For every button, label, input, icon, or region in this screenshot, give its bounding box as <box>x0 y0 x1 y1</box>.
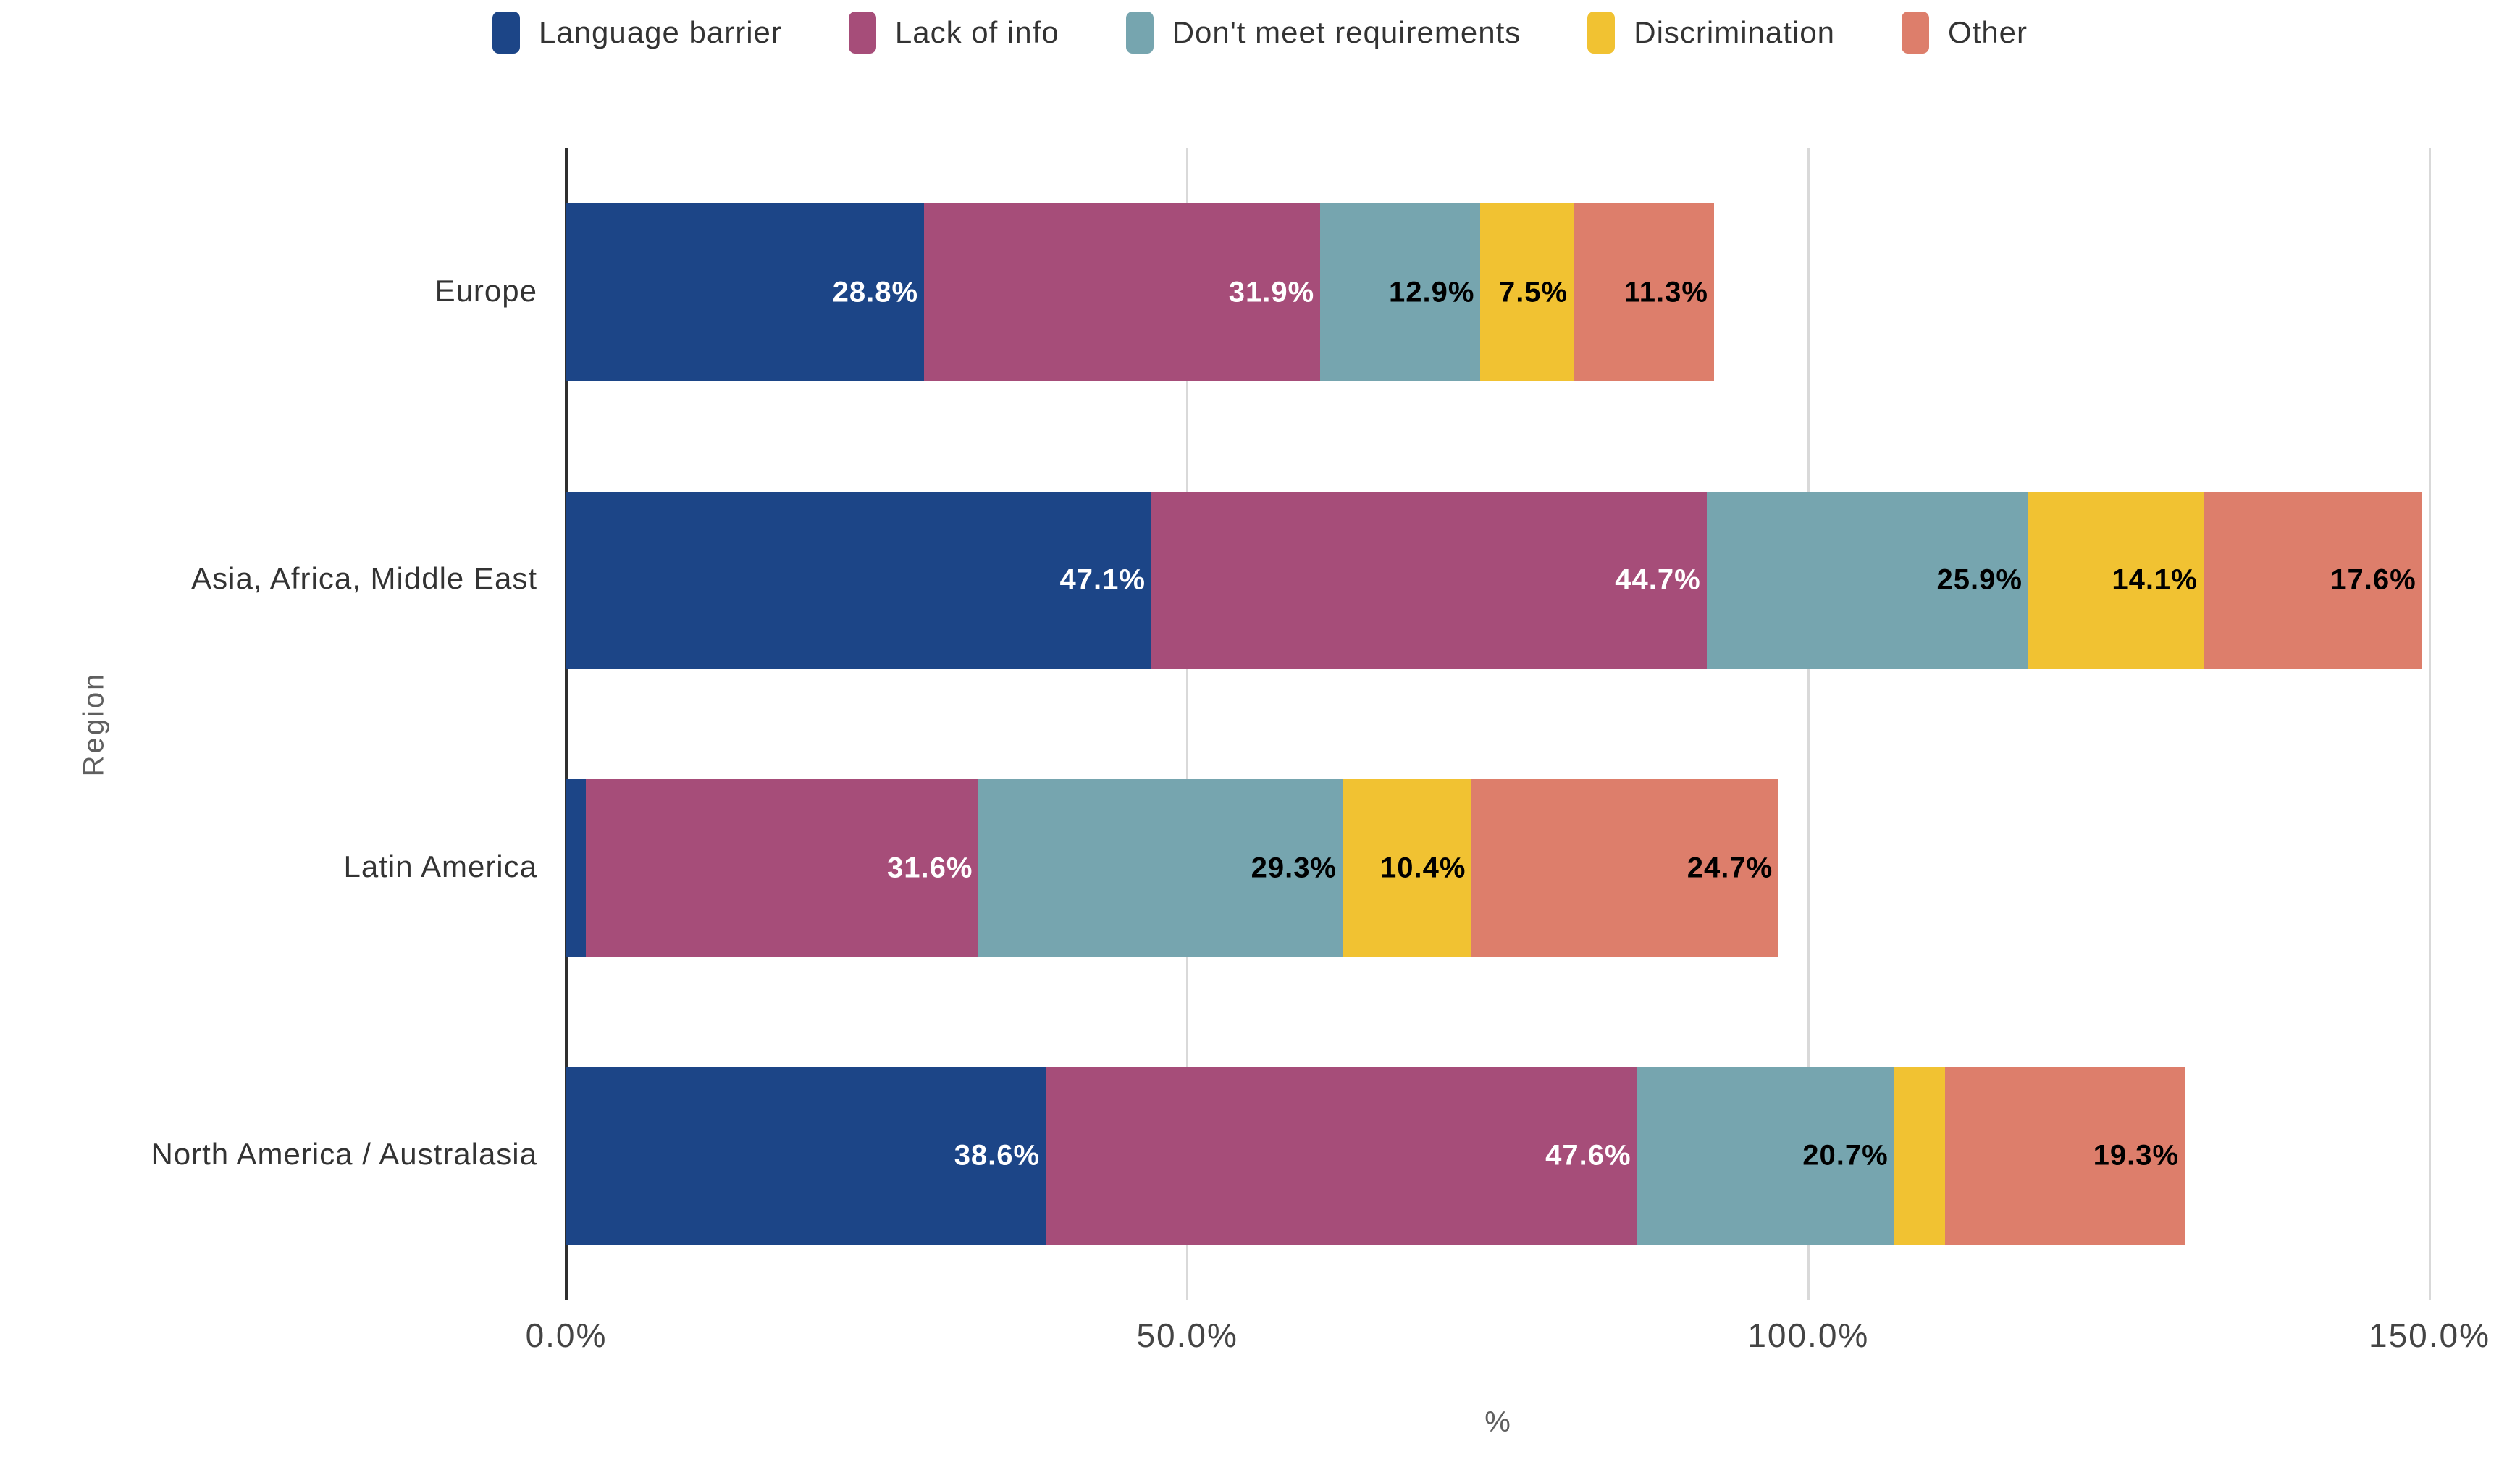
category-label: Europe <box>434 273 537 308</box>
gridline-50 <box>1186 148 1189 1300</box>
bar-segment[interactable] <box>1894 1067 1946 1245</box>
legend-label: Lack of info <box>894 15 1059 49</box>
plot-area: 28.8% 31.9% 12.9% 7.5% 11.3% 47.1% 44.7% 25.9% 1… <box>565 148 2431 1300</box>
segment-value-label: 29.3% <box>1251 852 1337 884</box>
bar-segment[interactable]: 38.6% <box>566 1067 1046 1245</box>
bar-row: 47.1% 44.7% 25.9% 14.1% 17.6% <box>566 491 2429 669</box>
bar-segment[interactable]: 24.7% <box>1471 779 1779 957</box>
bar-segment[interactable]: 25.9% <box>1706 491 2028 669</box>
segment-value-label: 25.9% <box>1936 563 2023 596</box>
bar-segment[interactable]: 28.8% <box>566 203 925 382</box>
x-axis-title: % <box>1484 1406 1511 1438</box>
bar-segment[interactable]: 14.1% <box>2028 491 2204 669</box>
bar-segment[interactable]: 7.5% <box>1480 203 1574 382</box>
segment-value-label: 44.7% <box>1615 563 1701 596</box>
segment-value-label: 11.3% <box>1624 276 1708 308</box>
y-axis-title: Region <box>77 671 110 777</box>
legend-label: Language barrier <box>538 15 782 49</box>
segment-value-label: 38.6% <box>954 1139 1041 1172</box>
legend-swatch-icon <box>848 12 876 54</box>
legend-swatch-icon <box>1587 12 1616 54</box>
bar-segment[interactable]: 19.3% <box>1945 1067 2185 1245</box>
segment-value-label: 12.9% <box>1389 276 1475 308</box>
bar-segment[interactable]: 44.7% <box>1151 491 1707 669</box>
segment-value-label: 28.8% <box>832 276 919 308</box>
segment-value-label: 17.6% <box>2330 563 2416 596</box>
bar-segment[interactable]: 31.6% <box>586 779 979 957</box>
legend-label: Other <box>1947 15 2028 49</box>
legend-item-3: Discrimination <box>1587 12 1835 54</box>
segment-value-label: 20.7% <box>1802 1139 1889 1172</box>
bar-segment[interactable]: 17.6% <box>2203 491 2422 669</box>
segment-value-label: 10.4% <box>1380 852 1466 884</box>
gridline-100 <box>1807 148 1810 1300</box>
bar-segment[interactable]: 47.1% <box>566 491 1151 669</box>
x-tick-label: 150.0% <box>2368 1316 2490 1354</box>
segment-value-label: 31.9% <box>1228 276 1315 308</box>
y-axis-baseline <box>565 148 568 1300</box>
legend-swatch-icon <box>1901 12 1929 54</box>
legend-swatch-icon <box>1125 12 1154 54</box>
segment-value-label: 19.3% <box>2093 1139 2180 1172</box>
segment-value-label: 7.5% <box>1498 276 1568 308</box>
legend-item-0: Language barrier <box>492 12 782 54</box>
segment-value-label: 24.7% <box>1687 852 1773 884</box>
bar-segment[interactable]: 29.3% <box>978 779 1343 957</box>
bar-segment[interactable]: 20.7% <box>1637 1067 1894 1245</box>
bar-segment[interactable]: 11.3% <box>1574 203 1714 382</box>
bar-segment[interactable]: 12.9% <box>1320 203 1481 382</box>
category-label: Asia, Africa, Middle East <box>191 561 537 596</box>
legend-item-4: Other <box>1901 12 2028 54</box>
legend-swatch-icon <box>492 12 520 54</box>
x-tick-label: 50.0% <box>1136 1316 1238 1354</box>
bar-segment[interactable]: 10.4% <box>1343 779 1472 957</box>
segment-value-label: 31.6% <box>887 852 973 884</box>
legend-item-1: Lack of info <box>848 12 1059 54</box>
segment-value-label: 14.1% <box>2112 563 2198 596</box>
segment-value-label: 47.1% <box>1059 563 1146 596</box>
bar-segment[interactable]: 47.6% <box>1046 1067 1637 1245</box>
legend-item-2: Don't meet requirements <box>1125 12 1521 54</box>
legend-label: Don't meet requirements <box>1172 15 1521 49</box>
bar-row: 1.6%31.6%29.3%10.4%24.7% <box>566 779 2429 957</box>
legend-label: Discrimination <box>1634 15 1835 49</box>
segment-value-label: 47.6% <box>1545 1139 1631 1172</box>
gridline-150 <box>2428 148 2431 1300</box>
bar-segment[interactable]: 31.9% <box>924 203 1321 382</box>
bar-row: 38.6%47.6%20.7%4.1%19.3% <box>566 1067 2429 1245</box>
category-label: North America / Australasia <box>151 1137 537 1172</box>
chart-legend: Language barrier Lack of info Don't meet r… <box>0 12 2520 54</box>
x-tick-label: 0.0% <box>525 1316 608 1354</box>
bar-row: 28.8% 31.9% 12.9% 7.5% 11.3% <box>566 203 2429 382</box>
x-tick-label: 100.0% <box>1747 1316 1870 1354</box>
bar-segment[interactable] <box>566 779 587 957</box>
category-label: Latin America <box>343 849 537 883</box>
